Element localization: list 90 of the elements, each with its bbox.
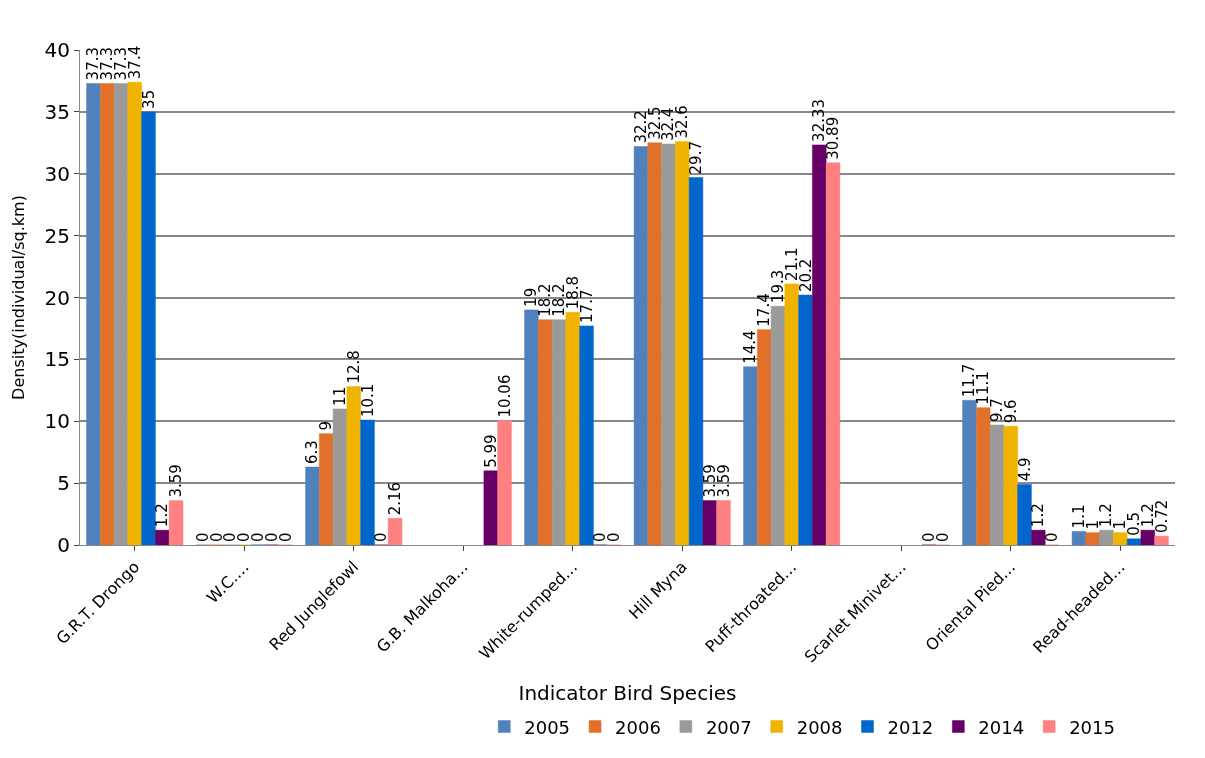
y-tick-label: 30 xyxy=(44,161,70,186)
bar xyxy=(524,309,539,545)
bar xyxy=(141,111,156,545)
bar xyxy=(346,386,361,545)
data-label: 35 xyxy=(139,89,158,109)
data-label: 0 xyxy=(276,532,295,542)
bar xyxy=(633,146,649,545)
y-tick-label: 20 xyxy=(44,285,70,310)
bar xyxy=(168,500,184,545)
legend-label: 2008 xyxy=(796,716,843,738)
bar xyxy=(812,144,827,545)
bar xyxy=(579,325,594,545)
bar xyxy=(1126,538,1142,545)
data-label: 5.99 xyxy=(481,434,500,468)
y-tick-label: 40 xyxy=(44,38,70,62)
bar xyxy=(319,433,334,545)
data-label: 3.59 xyxy=(167,464,186,498)
bar xyxy=(757,329,772,545)
bar xyxy=(332,408,348,545)
bar xyxy=(127,81,142,545)
data-label: 20.2 xyxy=(796,258,815,293)
bar xyxy=(305,466,320,545)
bar xyxy=(1031,529,1046,545)
legend-label: 2005 xyxy=(524,716,571,738)
bar xyxy=(716,500,731,545)
bar xyxy=(565,312,580,545)
data-label: 2.16 xyxy=(386,481,405,516)
bar xyxy=(497,420,512,545)
bar xyxy=(647,142,662,545)
y-tick-label: 5 xyxy=(57,471,70,496)
data-label: 1.2 xyxy=(1029,503,1048,528)
data-label: 29.7 xyxy=(687,141,706,175)
data-label: 9.6 xyxy=(1001,399,1020,424)
bar xyxy=(1140,529,1155,545)
data-label: 4.9 xyxy=(1015,457,1034,482)
bar xyxy=(360,419,375,545)
bar xyxy=(825,162,841,545)
y-tick-label: 35 xyxy=(44,99,70,124)
bar xyxy=(661,143,676,545)
bar xyxy=(688,177,704,545)
data-label: 9 xyxy=(317,421,336,431)
bar xyxy=(784,283,799,545)
y-axis-title: Density(individual/sq.km) xyxy=(9,195,29,400)
x-axis-title: Indicator Bird Species xyxy=(518,680,737,705)
bar xyxy=(1071,531,1087,545)
y-tick-label: 0 xyxy=(57,533,70,557)
bar xyxy=(1154,535,1169,545)
bar xyxy=(155,529,170,545)
bar xyxy=(1099,529,1114,545)
bar xyxy=(483,470,498,545)
data-label: 1.2 xyxy=(153,503,172,528)
bar xyxy=(1003,425,1018,545)
data-label: 0 xyxy=(372,532,391,542)
legend-label: 2006 xyxy=(615,716,661,738)
data-label: 11 xyxy=(330,386,349,406)
bar xyxy=(743,366,758,545)
y-tick-label: 15 xyxy=(44,347,70,372)
bar xyxy=(962,399,977,545)
bar xyxy=(675,141,690,545)
bar xyxy=(1113,532,1128,545)
bar xyxy=(551,319,567,545)
bar xyxy=(387,518,403,545)
y-tick-label: 25 xyxy=(44,223,70,248)
legend-label: 2014 xyxy=(978,716,1025,738)
bar xyxy=(113,83,129,545)
data-label: 10.1 xyxy=(358,383,377,418)
bar xyxy=(976,407,991,545)
bar xyxy=(798,294,813,545)
data-label: 14.4 xyxy=(741,330,760,364)
bar xyxy=(989,424,1005,545)
data-label: 0.72 xyxy=(1152,499,1171,534)
data-label: 0 xyxy=(1043,532,1062,542)
bar xyxy=(770,305,786,545)
legend-label: 2012 xyxy=(887,716,934,738)
data-label: 6.3 xyxy=(303,440,322,465)
data-label: 12.8 xyxy=(344,350,363,384)
data-label: 3.59 xyxy=(714,464,733,498)
data-label: 37.4 xyxy=(125,45,144,80)
y-tick-label: 10 xyxy=(44,409,70,434)
data-label: 17.7 xyxy=(577,289,596,323)
bar xyxy=(86,83,101,545)
bar xyxy=(702,500,717,545)
bar xyxy=(1017,484,1032,545)
data-label: 10.06 xyxy=(495,374,514,418)
data-label: 0 xyxy=(933,532,952,542)
legend-label: 2015 xyxy=(1069,716,1115,738)
bar xyxy=(1085,532,1100,545)
bar xyxy=(538,319,553,545)
bar xyxy=(100,83,115,545)
legend-label: 2007 xyxy=(705,716,752,738)
